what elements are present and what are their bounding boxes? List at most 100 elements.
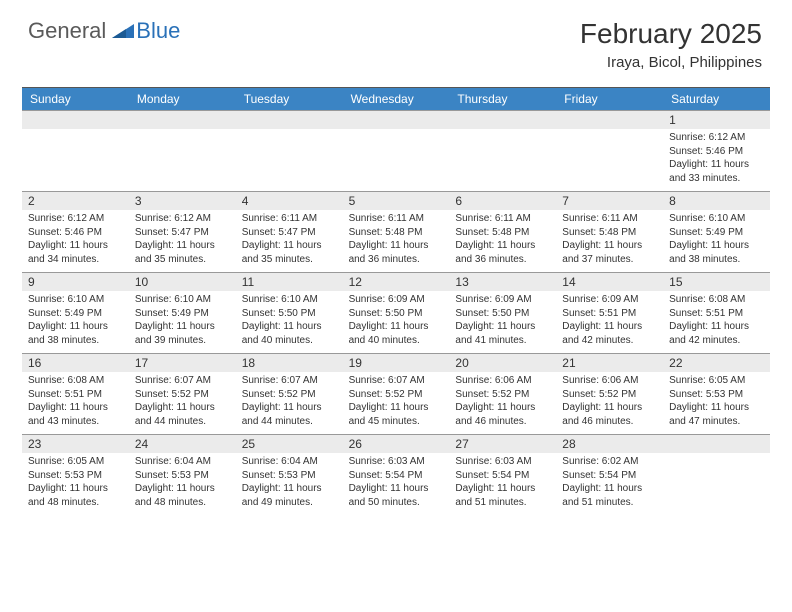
logo: General Blue: [28, 18, 180, 44]
day-number: 12: [343, 273, 450, 291]
daylight-text: Daylight: 11 hours and 46 minutes.: [562, 401, 657, 428]
sunrise-text: Sunrise: 6:12 AM: [135, 212, 230, 226]
day-cell: Sunrise: 6:06 AMSunset: 5:52 PMDaylight:…: [449, 372, 556, 434]
day-number: 14: [556, 273, 663, 291]
daylight-text: Daylight: 11 hours and 48 minutes.: [135, 482, 230, 509]
day-number: 3: [129, 192, 236, 210]
sunrise-text: Sunrise: 6:04 AM: [242, 455, 337, 469]
sunrise-text: Sunrise: 6:10 AM: [669, 212, 764, 226]
dayname-thursday: Thursday: [449, 88, 556, 110]
dayname-tuesday: Tuesday: [236, 88, 343, 110]
sunset-text: Sunset: 5:53 PM: [242, 469, 337, 483]
day-cell: Sunrise: 6:10 AMSunset: 5:50 PMDaylight:…: [236, 291, 343, 353]
daylight-text: Daylight: 11 hours and 36 minutes.: [455, 239, 550, 266]
week-data-row: Sunrise: 6:08 AMSunset: 5:51 PMDaylight:…: [22, 372, 770, 434]
sunrise-text: Sunrise: 6:11 AM: [349, 212, 444, 226]
sunset-text: Sunset: 5:51 PM: [562, 307, 657, 321]
day-number: 28: [556, 435, 663, 453]
sunrise-text: Sunrise: 6:12 AM: [669, 131, 764, 145]
sunset-text: Sunset: 5:52 PM: [455, 388, 550, 402]
day-cell: Sunrise: 6:11 AMSunset: 5:48 PMDaylight:…: [449, 210, 556, 272]
sunrise-text: Sunrise: 6:09 AM: [349, 293, 444, 307]
day-number: 8: [663, 192, 770, 210]
sunset-text: Sunset: 5:46 PM: [669, 145, 764, 159]
day-number: 2: [22, 192, 129, 210]
day-cell: Sunrise: 6:12 AMSunset: 5:46 PMDaylight:…: [663, 129, 770, 191]
sunrise-text: Sunrise: 6:05 AM: [28, 455, 123, 469]
week-data-row: Sunrise: 6:10 AMSunset: 5:49 PMDaylight:…: [22, 291, 770, 353]
daylight-text: Daylight: 11 hours and 49 minutes.: [242, 482, 337, 509]
daylight-text: Daylight: 11 hours and 46 minutes.: [455, 401, 550, 428]
sunrise-text: Sunrise: 6:10 AM: [135, 293, 230, 307]
day-number: 21: [556, 354, 663, 372]
daylight-text: Daylight: 11 hours and 47 minutes.: [669, 401, 764, 428]
day-number: 15: [663, 273, 770, 291]
day-number: 26: [343, 435, 450, 453]
daylight-text: Daylight: 11 hours and 35 minutes.: [135, 239, 230, 266]
sunset-text: Sunset: 5:54 PM: [455, 469, 550, 483]
day-number: 18: [236, 354, 343, 372]
sunrise-text: Sunrise: 6:08 AM: [28, 374, 123, 388]
day-number: 27: [449, 435, 556, 453]
day-cell: [449, 129, 556, 191]
sunset-text: Sunset: 5:52 PM: [242, 388, 337, 402]
day-cell: Sunrise: 6:08 AMSunset: 5:51 PMDaylight:…: [22, 372, 129, 434]
sunset-text: Sunset: 5:50 PM: [455, 307, 550, 321]
day-number: 5: [343, 192, 450, 210]
daylight-text: Daylight: 11 hours and 48 minutes.: [28, 482, 123, 509]
dayname-sunday: Sunday: [22, 88, 129, 110]
daylight-text: Daylight: 11 hours and 43 minutes.: [28, 401, 123, 428]
sunrise-text: Sunrise: 6:11 AM: [455, 212, 550, 226]
day-number: [556, 111, 663, 129]
daylight-text: Daylight: 11 hours and 38 minutes.: [28, 320, 123, 347]
sunset-text: Sunset: 5:46 PM: [28, 226, 123, 240]
day-cell: Sunrise: 6:10 AMSunset: 5:49 PMDaylight:…: [663, 210, 770, 272]
day-cell: Sunrise: 6:09 AMSunset: 5:50 PMDaylight:…: [343, 291, 450, 353]
location-subtitle: Iraya, Bicol, Philippines: [580, 54, 762, 71]
day-cell: Sunrise: 6:05 AMSunset: 5:53 PMDaylight:…: [663, 372, 770, 434]
daylight-text: Daylight: 11 hours and 51 minutes.: [562, 482, 657, 509]
day-cell: [22, 129, 129, 191]
day-cell: Sunrise: 6:09 AMSunset: 5:51 PMDaylight:…: [556, 291, 663, 353]
day-number: 17: [129, 354, 236, 372]
page-header: General Blue February 2025 Iraya, Bicol,…: [0, 0, 792, 79]
sunset-text: Sunset: 5:53 PM: [28, 469, 123, 483]
week-data-row: Sunrise: 6:12 AMSunset: 5:46 PMDaylight:…: [22, 129, 770, 191]
logo-text-blue: Blue: [136, 18, 180, 44]
daylight-text: Daylight: 11 hours and 42 minutes.: [562, 320, 657, 347]
daylight-text: Daylight: 11 hours and 39 minutes.: [135, 320, 230, 347]
day-number: [663, 435, 770, 453]
sunset-text: Sunset: 5:54 PM: [562, 469, 657, 483]
logo-triangle-icon: [112, 20, 134, 43]
sunset-text: Sunset: 5:49 PM: [669, 226, 764, 240]
sunrise-text: Sunrise: 6:06 AM: [562, 374, 657, 388]
day-cell: Sunrise: 6:10 AMSunset: 5:49 PMDaylight:…: [22, 291, 129, 353]
day-cell: Sunrise: 6:07 AMSunset: 5:52 PMDaylight:…: [129, 372, 236, 434]
sunset-text: Sunset: 5:48 PM: [455, 226, 550, 240]
week-number-row: 1: [22, 110, 770, 129]
sunrise-text: Sunrise: 6:10 AM: [242, 293, 337, 307]
day-number: 22: [663, 354, 770, 372]
sunrise-text: Sunrise: 6:06 AM: [455, 374, 550, 388]
daylight-text: Daylight: 11 hours and 44 minutes.: [135, 401, 230, 428]
day-number: 9: [22, 273, 129, 291]
dayname-saturday: Saturday: [663, 88, 770, 110]
sunrise-text: Sunrise: 6:11 AM: [242, 212, 337, 226]
sunrise-text: Sunrise: 6:07 AM: [349, 374, 444, 388]
sunset-text: Sunset: 5:47 PM: [242, 226, 337, 240]
day-cell: [556, 129, 663, 191]
day-number: 1: [663, 111, 770, 129]
day-number: 6: [449, 192, 556, 210]
daylight-text: Daylight: 11 hours and 34 minutes.: [28, 239, 123, 266]
day-number: 13: [449, 273, 556, 291]
day-number: 24: [129, 435, 236, 453]
day-cell: Sunrise: 6:06 AMSunset: 5:52 PMDaylight:…: [556, 372, 663, 434]
daylight-text: Daylight: 11 hours and 33 minutes.: [669, 158, 764, 185]
daylight-text: Daylight: 11 hours and 44 minutes.: [242, 401, 337, 428]
daylight-text: Daylight: 11 hours and 45 minutes.: [349, 401, 444, 428]
sunrise-text: Sunrise: 6:08 AM: [669, 293, 764, 307]
sunset-text: Sunset: 5:53 PM: [669, 388, 764, 402]
sunrise-text: Sunrise: 6:11 AM: [562, 212, 657, 226]
sunset-text: Sunset: 5:50 PM: [349, 307, 444, 321]
day-number: [236, 111, 343, 129]
